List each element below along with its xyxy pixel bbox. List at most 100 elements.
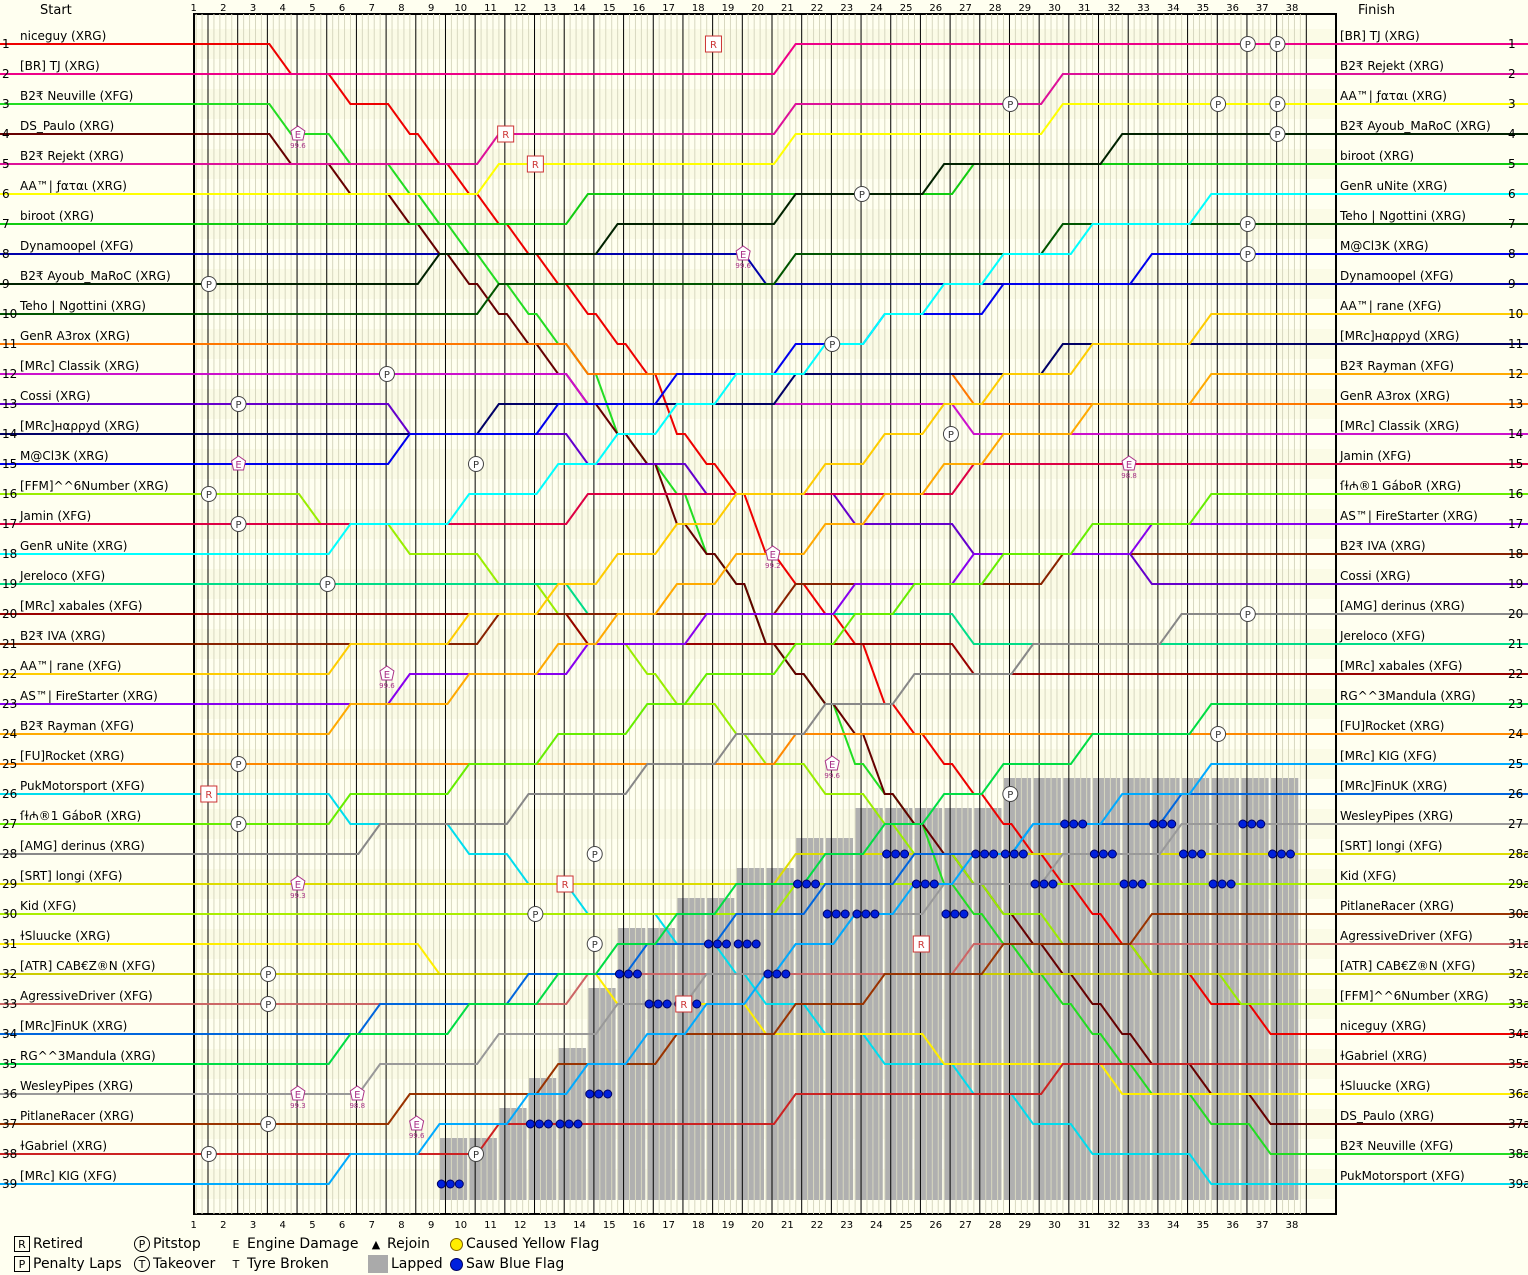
position-left: 31	[2, 937, 17, 951]
legend: R Retired P Penalty Laps P Pitstop T Tak…	[14, 1234, 634, 1274]
annotation-value: 99.6	[735, 262, 751, 270]
position-right: 27	[1508, 817, 1523, 831]
start-driver-label: [MRc]нαρρуd (XRG)	[20, 419, 139, 433]
legend-lapped-label: Lapped	[391, 1256, 443, 1272]
lap-tick-bottom: 11	[484, 1220, 497, 1231]
blue-flag-dot	[751, 939, 761, 949]
blue-flag-dot	[950, 909, 960, 919]
finish-driver-label: Dynamoopel (XFG)	[1340, 269, 1454, 283]
legend-takeover: T Takeover	[134, 1254, 215, 1274]
retired-marker	[704, 35, 722, 53]
position-left: 12	[2, 367, 17, 381]
blue-flag-dot	[644, 999, 654, 1009]
start-driver-label: DS_Paulo (XRG)	[20, 119, 114, 133]
engine-damage-icon: E	[232, 1237, 240, 1251]
position-left: 8	[2, 247, 10, 261]
engine-damage-marker	[735, 245, 751, 261]
annotation-symbol: E	[829, 760, 835, 771]
tyre-broken-icon: T	[232, 1257, 240, 1271]
pitstop-marker	[230, 816, 247, 832]
annotation-value: 99.6	[290, 142, 306, 150]
annotation-symbol: P	[236, 820, 242, 831]
legend-rejoin: ▲ Rejoin	[368, 1234, 430, 1254]
blue-flag-dot	[585, 1089, 595, 1099]
retired-marker	[912, 935, 930, 953]
start-driver-label: AA™| rane (XFG)	[20, 659, 121, 673]
blue-flag-dot	[941, 909, 951, 919]
lap-tick-bottom: 10	[454, 1220, 467, 1231]
legend-penalty: P Penalty Laps	[14, 1254, 122, 1274]
finish-driver-label: M@Cl3K (XRG)	[1340, 239, 1429, 253]
position-right: 18	[1508, 547, 1523, 561]
position-right: 3	[1508, 97, 1516, 111]
start-driver-label: ɫGabriel (XRG)	[20, 1139, 107, 1153]
position-right: 28a	[1508, 847, 1528, 861]
position-right: 10	[1508, 307, 1523, 321]
blue-flag-dot	[929, 879, 939, 889]
lapped-cell	[795, 838, 824, 1200]
pitstop-marker	[586, 936, 603, 952]
position-right: 5	[1508, 157, 1516, 171]
annotation-symbol: E	[354, 1090, 360, 1101]
annotation-symbol: P	[473, 1150, 479, 1161]
driver-line	[194, 493, 1338, 825]
start-driver-label: AgressiveDriver (XFG)	[20, 989, 153, 1003]
annotation-value: 99.2	[765, 562, 781, 570]
blue-flag-dot	[959, 909, 969, 919]
lap-tick-top: 30	[1048, 3, 1061, 14]
blue-flag-dot	[1000, 849, 1010, 859]
position-left: 6	[2, 187, 10, 201]
start-driver-label: PitlaneRacer (XRG)	[20, 1109, 134, 1123]
lap-tick-bottom: 27	[959, 1220, 972, 1231]
annotation-symbol: R	[562, 880, 569, 891]
start-driver-label: [MRc]FinUK (XRG)	[20, 1019, 127, 1033]
blue-flag-dot	[1285, 849, 1295, 859]
finish-driver-label: [SRT] longi (XFG)	[1340, 839, 1442, 853]
lap-tick-top: 19	[722, 3, 735, 14]
annotation-value: 98.8	[1121, 472, 1137, 480]
lap-tick-bottom: 38	[1286, 1220, 1299, 1231]
engine-damage-marker	[379, 665, 395, 681]
blue-flag-dot	[534, 1119, 544, 1129]
pitstop-marker	[260, 966, 277, 982]
lap-tick-top: 37	[1256, 3, 1269, 14]
position-right: 13	[1508, 397, 1523, 411]
lap-tick-bottom: 8	[398, 1220, 404, 1231]
position-right: 6	[1508, 187, 1516, 201]
annotation-symbol: P	[206, 1150, 212, 1161]
lap-tick-top: 4	[280, 3, 286, 14]
lap-tick-top: 18	[692, 3, 705, 14]
blue-flag-dot	[603, 1089, 613, 1099]
blue-flag-dot	[861, 909, 871, 919]
finish-driver-label: [FU]Rocket (XRG)	[1340, 719, 1444, 733]
lap-tick-top: 1	[190, 3, 196, 14]
finish-driver-label: B2₹ IVA (XRG)	[1340, 539, 1426, 553]
lap-tick-top: 13	[544, 3, 557, 14]
annotation-symbol: P	[1215, 730, 1221, 741]
pitstop-marker	[1002, 96, 1019, 112]
blue-flag-dot	[802, 879, 812, 889]
driver-line	[194, 913, 1338, 1125]
lap-tick-top: 6	[339, 3, 345, 14]
finish-driver-label: ſɫ₼®1 GáboR (XRG)	[1340, 479, 1461, 493]
lap-tick-bottom: 19	[722, 1220, 735, 1231]
finish-driver-label: AA™| rane (XFG)	[1340, 299, 1441, 313]
lap-tick-top: 22	[811, 3, 824, 14]
pitstop-marker	[1002, 786, 1019, 802]
finish-driver-label: [MRc] Classik (XRG)	[1340, 419, 1459, 433]
annotation-symbol: P	[829, 340, 835, 351]
start-driver-label: Teho | Ngottini (XRG)	[19, 299, 146, 313]
legend-rejoin-label: Rejoin	[387, 1236, 430, 1252]
start-driver-label: [AMG] derinus (XRG)	[20, 839, 145, 853]
pitstop-marker	[260, 996, 277, 1012]
finish-driver-label: Jamin (XFG)	[1339, 449, 1411, 463]
position-left: 16	[2, 487, 17, 501]
finish-label: Finish	[1358, 3, 1395, 18]
lap-tick-bottom: 20	[751, 1220, 764, 1231]
finish-driver-label: [ATR] CAB€Z®N (XFG)	[1340, 959, 1475, 973]
blue-flag-dot	[1030, 879, 1040, 889]
blue-flag-dot	[454, 1179, 464, 1189]
start-driver-label: RG^^3Mandula (XRG)	[20, 1049, 156, 1063]
annotation-symbol: P	[1245, 610, 1251, 621]
